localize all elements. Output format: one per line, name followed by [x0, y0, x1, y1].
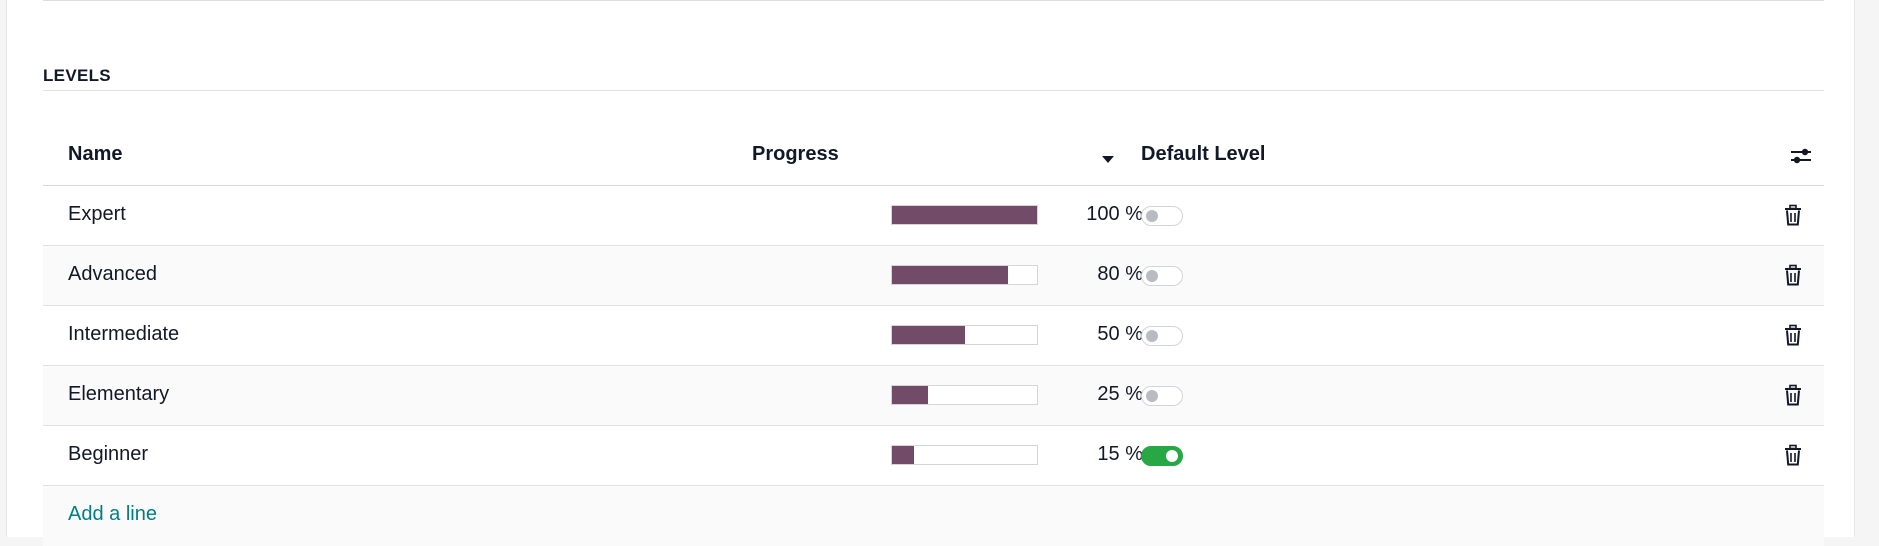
level-name[interactable]: Beginner — [68, 443, 149, 465]
table-row[interactable]: Intermediate 50 % — [43, 306, 1824, 366]
divider — [43, 90, 1824, 91]
add-line-row: Add a line — [43, 486, 1824, 546]
progress-bar-fill — [892, 386, 929, 404]
progress-value[interactable]: 80 % — [1097, 263, 1143, 285]
table-header: Name Progress Default Level — [43, 125, 1824, 186]
toggle-knob — [1166, 450, 1178, 462]
divider — [43, 0, 1824, 1]
progress-bar-fill — [892, 206, 1037, 224]
toggle-knob — [1146, 270, 1158, 282]
progress-value[interactable]: 100 % — [1086, 203, 1143, 225]
progress-bar — [891, 445, 1038, 465]
progress-bar — [891, 385, 1038, 405]
level-name[interactable]: Elementary — [68, 383, 170, 405]
progress-value[interactable]: 50 % — [1097, 323, 1143, 345]
column-header-name[interactable]: Name — [68, 143, 123, 165]
table-row[interactable]: Advanced 80 % — [43, 246, 1824, 306]
sliders-icon[interactable] — [1789, 146, 1813, 166]
level-name[interactable]: Expert — [68, 203, 126, 225]
trash-icon[interactable] — [1783, 384, 1803, 406]
trash-icon[interactable] — [1783, 264, 1803, 286]
default-level-toggle[interactable] — [1141, 266, 1183, 286]
column-header-default-level[interactable]: Default Level — [1141, 143, 1266, 165]
toggle-knob — [1146, 210, 1158, 222]
progress-value[interactable]: 15 % — [1097, 443, 1143, 465]
form-sheet: LEVELS Name Progress Default Level Exper… — [6, 0, 1855, 546]
default-level-toggle[interactable] — [1141, 446, 1183, 466]
table-body: Expert 100 % Advanced 80 % Intermediate 50 % E… — [43, 186, 1824, 486]
table-row[interactable]: Elementary 25 % — [43, 366, 1824, 426]
progress-bar — [891, 265, 1038, 285]
caret-down-icon[interactable] — [1102, 156, 1114, 163]
toggle-knob — [1146, 390, 1158, 402]
trash-icon[interactable] — [1783, 324, 1803, 346]
progress-bar — [891, 205, 1038, 225]
default-level-toggle[interactable] — [1141, 206, 1183, 226]
trash-icon[interactable] — [1783, 204, 1803, 226]
levels-table: Name Progress Default Level Expert 100 % A… — [43, 125, 1824, 546]
column-header-progress[interactable]: Progress — [752, 143, 839, 165]
table-row[interactable]: Expert 100 % — [43, 186, 1824, 246]
level-name[interactable]: Advanced — [68, 263, 157, 285]
progress-bar — [891, 325, 1038, 345]
progress-bar-fill — [892, 266, 1008, 284]
table-row[interactable]: Beginner 15 % — [43, 426, 1824, 486]
add-line-link[interactable]: Add a line — [68, 503, 157, 525]
progress-bar-fill — [892, 446, 914, 464]
section-title: LEVELS — [43, 66, 111, 85]
progress-value[interactable]: 25 % — [1097, 383, 1143, 405]
default-level-toggle[interactable] — [1141, 386, 1183, 406]
default-level-toggle[interactable] — [1141, 326, 1183, 346]
level-name[interactable]: Intermediate — [68, 323, 180, 345]
toggle-knob — [1146, 330, 1158, 342]
trash-icon[interactable] — [1783, 444, 1803, 466]
progress-bar-fill — [892, 326, 965, 344]
